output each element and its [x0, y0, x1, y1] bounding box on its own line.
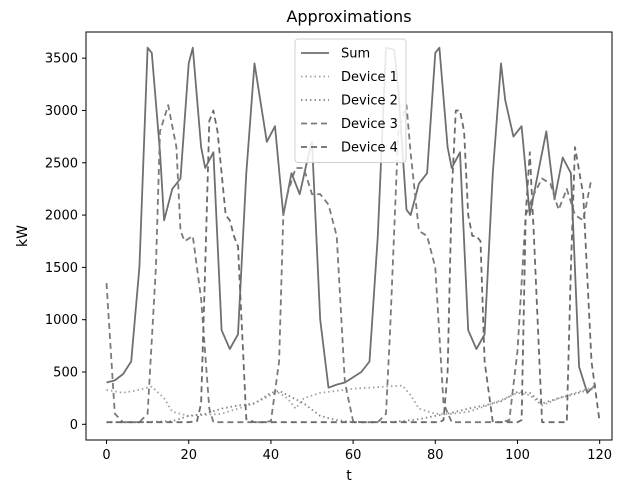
series-line-5: [106, 109, 601, 424]
x-tick-label: 80: [427, 448, 444, 463]
series-line-4: [105, 104, 593, 424]
y-tick-label: 1000: [45, 313, 78, 328]
y-tick-label: 1500: [45, 261, 78, 276]
y-axis-ticks: 0 500 1000 1500 2000 2500 3000 3500: [45, 52, 86, 433]
y-tick-label: 3000: [45, 104, 78, 119]
legend-label: Device 1: [341, 70, 398, 85]
x-tick-label: 120: [587, 448, 612, 463]
y-tick-label: 500: [53, 366, 78, 381]
y-tick-label: 0: [70, 418, 78, 433]
y-tick-label: 2000: [45, 209, 78, 224]
x-tick-label: 60: [345, 448, 362, 463]
y-tick-label: 3500: [45, 52, 78, 67]
x-tick-label: 0: [102, 448, 110, 463]
legend-label: Device 3: [341, 117, 398, 132]
chart-title: Approximations: [286, 7, 411, 26]
plot-frame: [85, 31, 613, 441]
series-line-2: [106, 384, 596, 417]
series-line-1: [106, 46, 597, 394]
legend-label: Sum: [341, 47, 370, 62]
x-tick-label: 40: [263, 448, 280, 463]
legend-box: [294, 38, 407, 163]
legend: Sum Device 1 Device 2 Device 3 Device 4: [294, 38, 407, 163]
y-tick-label: 2500: [45, 156, 78, 171]
plot-lines: [105, 46, 601, 424]
x-axis-label: t: [346, 468, 352, 484]
x-axis-ticks: 0 20 40 60 80 100 120: [102, 440, 612, 463]
x-tick-label: 20: [180, 448, 197, 463]
legend-label: Device 2: [341, 94, 398, 109]
legend-label: Device 4: [341, 141, 398, 156]
x-tick-label: 100: [505, 448, 530, 463]
series-line-3: [106, 386, 596, 424]
y-axis-label: kW: [15, 225, 31, 247]
